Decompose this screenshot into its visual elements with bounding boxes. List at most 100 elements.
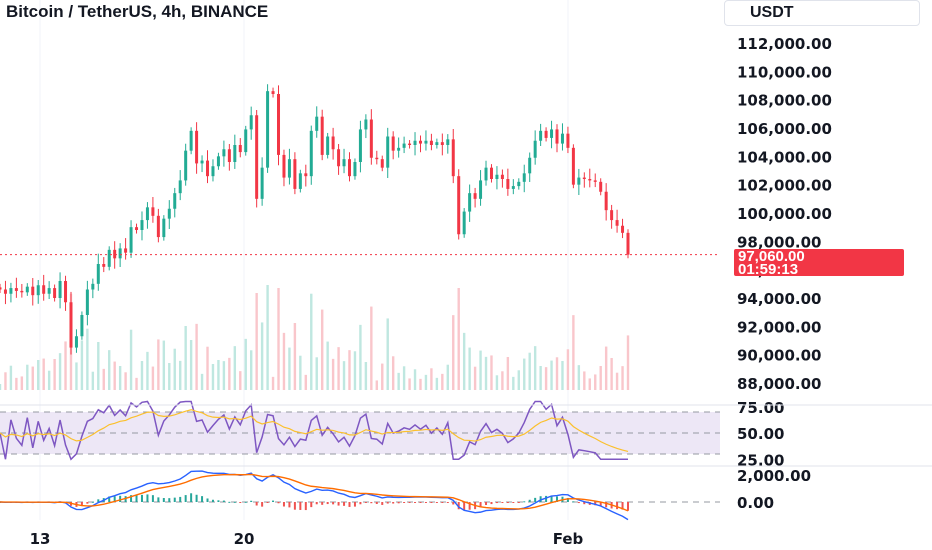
price-tick: 110,000.00 — [737, 63, 832, 81]
candle-body — [304, 173, 308, 177]
volume-bar — [255, 293, 258, 390]
macd-histogram-bar — [277, 502, 280, 504]
candle-body — [277, 94, 281, 155]
macd-histogram-bar — [506, 502, 509, 503]
macd-histogram-bar — [108, 496, 111, 502]
volume-bar — [621, 366, 624, 390]
price-axis[interactable]: 112,000.00 110,000.00 108,000.00 106,000.00… — [737, 35, 832, 393]
macd-histogram-bar — [135, 495, 138, 502]
candle-body — [140, 220, 144, 230]
candle-body — [107, 249, 111, 267]
volume-bar — [604, 346, 608, 390]
candle-body — [260, 167, 264, 199]
volume-bar — [299, 355, 302, 390]
candle-body — [424, 140, 428, 144]
candle-body — [342, 159, 346, 167]
volume-bar — [452, 315, 455, 390]
volume-bar — [58, 353, 62, 390]
candle-body — [184, 150, 188, 181]
candle-body — [495, 174, 499, 179]
volume-bar — [342, 361, 346, 390]
macd-histogram-bar — [414, 502, 417, 503]
macd-histogram-bar — [616, 502, 619, 510]
volume-bar — [239, 371, 242, 390]
volume-bar — [615, 372, 619, 390]
volume-bar — [250, 350, 253, 390]
volume-bar — [108, 350, 111, 390]
candle-body — [211, 166, 215, 177]
macd-histogram-bar — [261, 502, 264, 507]
price-tick: 88,000.00 — [737, 375, 821, 393]
candle-body — [337, 149, 341, 167]
candle-body — [413, 140, 417, 145]
volume-bar — [293, 323, 297, 390]
candle-body — [69, 302, 73, 348]
candle-body — [167, 208, 171, 219]
volume-bar — [473, 366, 477, 390]
candle-body — [287, 159, 291, 178]
candle-body — [271, 91, 275, 94]
candle-body — [64, 281, 68, 303]
volume-bar — [271, 376, 275, 390]
price-tick: 90,000.00 — [737, 347, 821, 365]
volume-bar — [566, 349, 570, 390]
candle-body — [550, 129, 554, 138]
volume-bar — [228, 357, 231, 390]
volume-bar — [402, 366, 406, 390]
macd-histogram-bar — [146, 494, 149, 502]
price-tick: 100,000.00 — [737, 205, 832, 223]
candle-body — [118, 248, 122, 259]
volume-bar — [42, 358, 45, 390]
macd-histogram-bar — [222, 500, 225, 502]
candle-body — [451, 139, 455, 177]
macd-histogram-bar — [375, 502, 378, 504]
candle-body — [560, 133, 564, 144]
macd-histogram-bar — [392, 502, 395, 504]
candle-body — [484, 167, 488, 181]
candle-body — [178, 180, 182, 194]
candle-body — [418, 140, 422, 144]
macd-histogram-bar — [293, 502, 296, 510]
macd-histogram-bar — [430, 502, 433, 503]
macd-histogram-bar — [605, 502, 608, 508]
macd-histogram-bar — [599, 502, 602, 506]
candle-body — [74, 336, 78, 348]
candle-body — [53, 288, 57, 298]
currency-label: USDT — [750, 4, 794, 21]
candle-body — [517, 181, 521, 187]
volume-bar — [517, 370, 520, 390]
volume-bar — [370, 306, 373, 390]
current-price-value: 97,060.00 — [738, 248, 805, 265]
macd-histogram-bar — [282, 502, 285, 507]
candle-body — [266, 91, 270, 168]
time-tick: 13 — [30, 530, 51, 548]
volume-bar — [599, 366, 602, 390]
volume-bars — [0, 285, 630, 390]
candle-body — [364, 119, 368, 130]
macd-histogram-bar — [315, 502, 318, 505]
macd-histogram-bar — [364, 502, 367, 503]
candle-body — [353, 162, 357, 177]
macd-histogram-bar — [468, 502, 471, 510]
time-axis[interactable]: 13 20 Feb — [30, 530, 584, 548]
macd-histogram-bar — [550, 495, 553, 502]
volume-bar — [419, 378, 422, 390]
volume-bar — [179, 360, 182, 390]
currency-selector[interactable]: USDT — [724, 0, 920, 26]
volume-bar — [539, 366, 542, 390]
volume-bar — [184, 326, 187, 390]
macd-histogram-bar — [397, 502, 400, 504]
volume-bar — [506, 357, 510, 390]
volume-bar — [97, 342, 100, 390]
signal-line — [0, 473, 629, 512]
candle-body — [621, 225, 625, 233]
candle-body — [462, 211, 466, 235]
macd-histogram-bar — [403, 502, 406, 503]
macd-histogram-bar — [310, 502, 313, 508]
candle-body — [386, 136, 390, 168]
bar-countdown: 01:59:13 — [738, 261, 799, 278]
time-tick: Feb — [553, 530, 584, 548]
volume-bar — [588, 378, 591, 390]
volume-bar — [206, 346, 209, 390]
